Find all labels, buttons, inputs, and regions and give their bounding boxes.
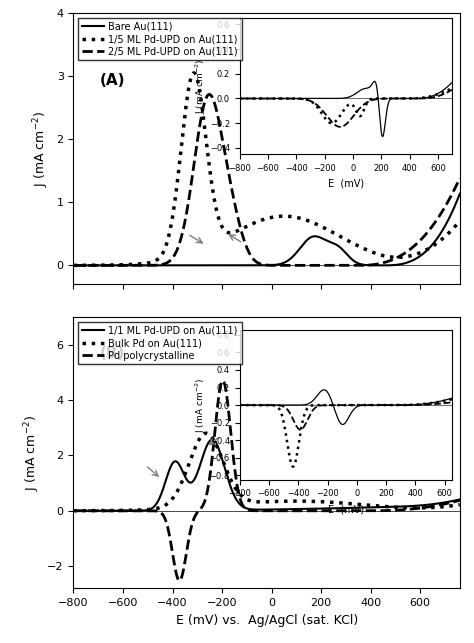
1/1 ML Pd-UPD on Au(111) — [137, 507, 143, 514]
Bare Au(111) — [115, 262, 120, 269]
Bulk Pd on Au(111) — [449, 502, 455, 509]
Bulk Pd on Au(111) — [219, 454, 225, 462]
Bulk Pd on Au(111) — [203, 430, 209, 437]
1/5 ML Pd-UPD on Au(111) — [449, 226, 455, 233]
Bare Au(111) — [219, 262, 225, 269]
Line: Bare Au(111): Bare Au(111) — [73, 194, 460, 266]
Bulk Pd on Au(111) — [236, 489, 241, 496]
2/5 ML Pd-UPD on Au(111) — [450, 190, 456, 197]
1/1 ML Pd-UPD on Au(111) — [115, 507, 120, 514]
Y-axis label: J (mA cm$^{-2}$): J (mA cm$^{-2}$) — [31, 111, 51, 186]
Pd polycrystalline — [450, 498, 456, 506]
Bulk Pd on Au(111) — [408, 504, 413, 512]
Bulk Pd on Au(111) — [115, 507, 120, 514]
1/1 ML Pd-UPD on Au(111) — [210, 436, 215, 444]
Pd polycrystalline — [137, 507, 143, 514]
Line: 1/5 ML Pd-UPD on Au(111): 1/5 ML Pd-UPD on Au(111) — [73, 73, 460, 266]
Pd polycrystalline — [220, 377, 226, 385]
2/5 ML Pd-UPD on Au(111) — [356, 262, 361, 269]
Bare Au(111) — [71, 262, 76, 269]
Pd polycrystalline — [177, 577, 182, 584]
Line: 1/1 ML Pd-UPD on Au(111): 1/1 ML Pd-UPD on Au(111) — [73, 440, 460, 511]
2/5 ML Pd-UPD on Au(111) — [137, 262, 143, 269]
Legend: 1/1 ML Pd-UPD on Au(111), Bulk Pd on Au(111), Pd polycrystalline: 1/1 ML Pd-UPD on Au(111), Bulk Pd on Au(… — [78, 322, 242, 365]
2/5 ML Pd-UPD on Au(111) — [219, 132, 225, 140]
Bulk Pd on Au(111) — [137, 506, 143, 514]
2/5 ML Pd-UPD on Au(111) — [408, 245, 414, 253]
Pd polycrystalline — [115, 507, 120, 514]
1/5 ML Pd-UPD on Au(111) — [191, 69, 197, 77]
1/1 ML Pd-UPD on Au(111) — [71, 507, 76, 514]
1/1 ML Pd-UPD on Au(111) — [457, 496, 463, 503]
1/1 ML Pd-UPD on Au(111) — [236, 499, 241, 507]
1/5 ML Pd-UPD on Au(111) — [408, 252, 413, 260]
1/5 ML Pd-UPD on Au(111) — [71, 262, 76, 269]
2/5 ML Pd-UPD on Au(111) — [207, 91, 212, 98]
Text: (B): (B) — [100, 347, 125, 361]
2/5 ML Pd-UPD on Au(111) — [236, 216, 241, 224]
Bare Au(111) — [449, 208, 455, 215]
Pd polycrystalline — [219, 378, 225, 386]
1/1 ML Pd-UPD on Au(111) — [219, 454, 225, 462]
Pd polycrystalline — [236, 489, 241, 497]
Bare Au(111) — [236, 262, 241, 269]
1/5 ML Pd-UPD on Au(111) — [236, 226, 241, 234]
1/1 ML Pd-UPD on Au(111) — [408, 502, 413, 510]
Pd polycrystalline — [408, 505, 414, 513]
2/5 ML Pd-UPD on Au(111) — [71, 262, 76, 269]
Line: Pd polycrystalline: Pd polycrystalline — [73, 381, 460, 581]
1/5 ML Pd-UPD on Au(111) — [137, 260, 143, 267]
Bare Au(111) — [457, 190, 463, 197]
Pd polycrystalline — [71, 507, 76, 514]
Y-axis label: J (mA cm$^{-2}$): J (mA cm$^{-2}$) — [22, 415, 42, 491]
Bulk Pd on Au(111) — [71, 507, 76, 514]
Line: 2/5 ML Pd-UPD on Au(111): 2/5 ML Pd-UPD on Au(111) — [73, 95, 460, 266]
2/5 ML Pd-UPD on Au(111) — [115, 262, 120, 269]
1/5 ML Pd-UPD on Au(111) — [457, 217, 463, 225]
Bare Au(111) — [408, 257, 413, 265]
Text: (A): (A) — [100, 73, 125, 89]
Pd polycrystalline — [457, 496, 463, 504]
Legend: Bare Au(111), 1/5 ML Pd-UPD on Au(111), 2/5 ML Pd-UPD on Au(111): Bare Au(111), 1/5 ML Pd-UPD on Au(111), … — [78, 18, 242, 60]
1/5 ML Pd-UPD on Au(111) — [115, 261, 120, 269]
1/5 ML Pd-UPD on Au(111) — [219, 222, 225, 230]
Line: Bulk Pd on Au(111): Bulk Pd on Au(111) — [73, 433, 460, 511]
Bare Au(111) — [137, 262, 143, 269]
X-axis label: E (mV) vs.  Ag/AgCl (sat. KCl): E (mV) vs. Ag/AgCl (sat. KCl) — [175, 613, 358, 627]
2/5 ML Pd-UPD on Au(111) — [457, 174, 463, 182]
1/1 ML Pd-UPD on Au(111) — [449, 497, 455, 505]
Bulk Pd on Au(111) — [457, 501, 463, 509]
